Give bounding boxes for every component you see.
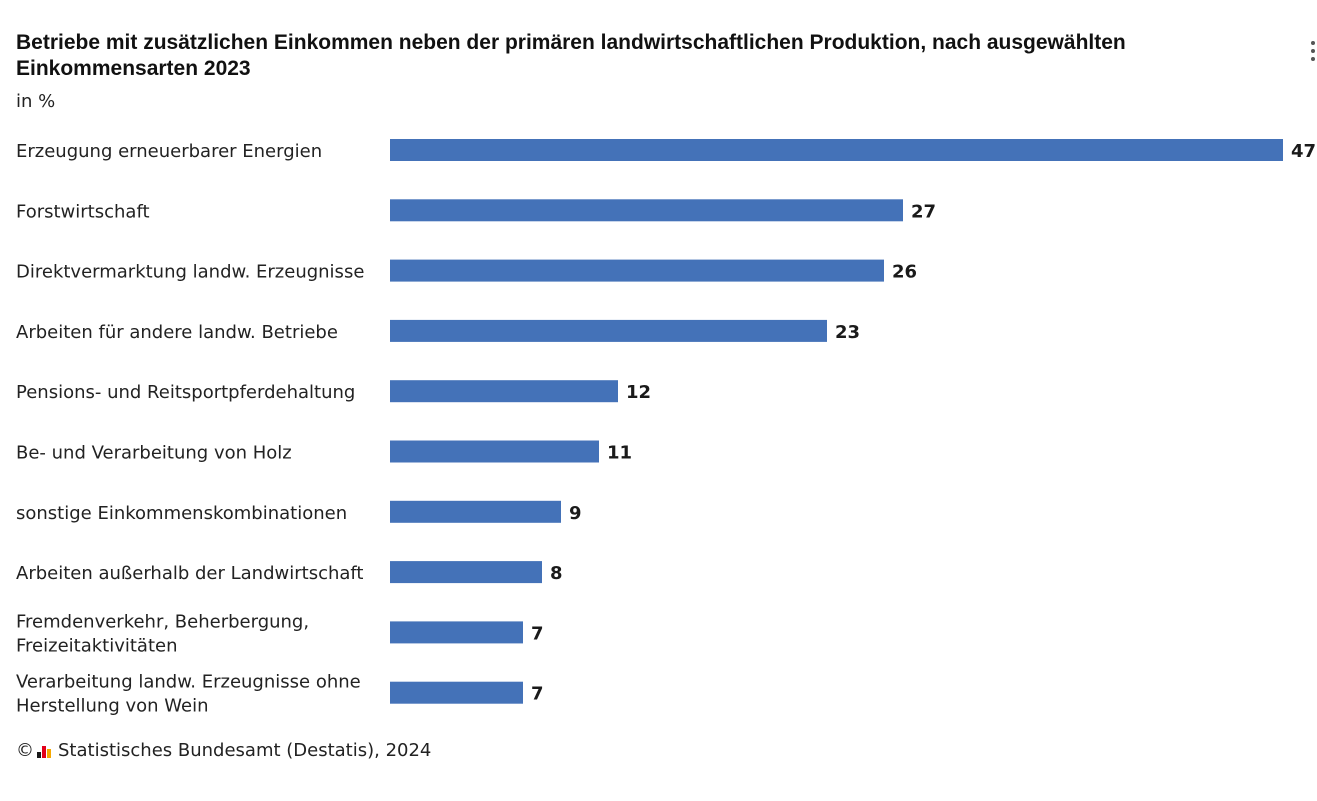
value-label: 12 (626, 382, 651, 403)
value-label: 23 (835, 322, 860, 343)
category-label: Arbeiten für andere landw. Betriebe (16, 322, 338, 343)
category-label: Direktvermarktung landw. Erzeugnisse (16, 262, 364, 283)
bar (390, 561, 542, 584)
destatis-logo-icon (37, 743, 53, 759)
bar (390, 681, 523, 704)
bar (390, 259, 884, 282)
bar (390, 199, 903, 222)
value-label: 7 (531, 684, 544, 705)
value-label: 11 (607, 443, 632, 464)
value-label: 9 (569, 503, 582, 524)
category-label: Verarbeitung landw. Erzeugnisse ohne Hers… (16, 672, 361, 717)
value-label: 7 (531, 623, 544, 644)
logo-bar (37, 751, 41, 758)
bar (390, 319, 827, 342)
category-label: Erzeugung erneuerbarer Energien (16, 141, 322, 162)
bar (390, 139, 1283, 161)
value-label: 8 (550, 563, 563, 584)
value-label: 47 (1291, 141, 1316, 162)
source-text: Statistisches Bundesamt (Destatis), 2024 (58, 740, 432, 761)
category-label: Arbeiten außerhalb der Landwirtschaft (16, 563, 363, 584)
logo-bar (42, 745, 46, 758)
value-label: 26 (892, 262, 917, 283)
category-label: Be- und Verarbeitung von Holz (16, 443, 292, 464)
chart-title: Betriebe mit zusätzlichen Einkommen nebe… (16, 31, 1126, 80)
category-label: sonstige Einkommenskombinationen (16, 503, 347, 524)
more-vertical-icon[interactable] (1305, 38, 1317, 64)
bar (390, 440, 599, 463)
category-label: Pensions- und Reitsportpferdehaltung (16, 382, 355, 403)
menu-dot (1311, 49, 1315, 53)
chart-unit-label: in % (16, 91, 56, 112)
category-label: Fremdenverkehr, Beherbergung, Freizeitakt… (16, 611, 309, 656)
logo-bar (47, 748, 51, 758)
source-footer: © Statistisches Bundesamt (Destatis), 20… (16, 740, 431, 761)
menu-dot (1311, 57, 1315, 61)
category-label: Forstwirtschaft (16, 201, 150, 222)
copyright-symbol: © (16, 740, 34, 761)
value-label: 27 (911, 201, 936, 222)
bar (390, 500, 561, 523)
bar (390, 380, 618, 403)
bar (390, 621, 523, 644)
menu-dot (1311, 41, 1315, 45)
